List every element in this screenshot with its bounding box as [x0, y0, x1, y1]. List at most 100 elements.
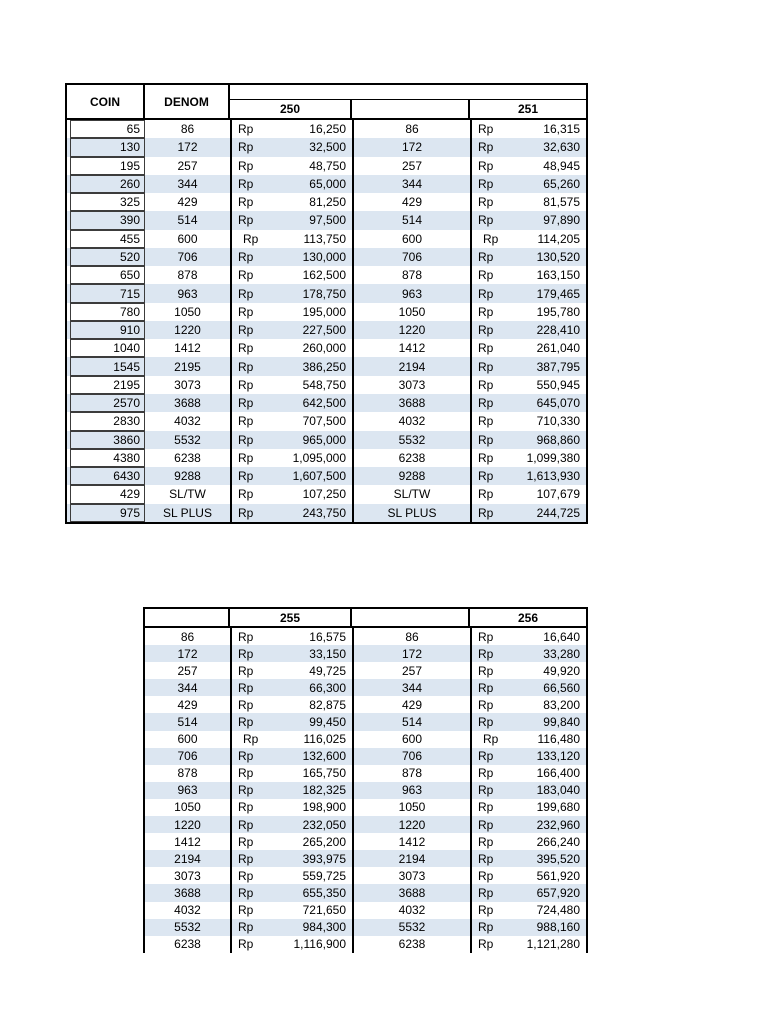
denom-cell: 706	[177, 249, 198, 264]
price-cell-251: Rp 81,575	[470, 193, 586, 212]
price-value: 243,750	[302, 505, 346, 520]
currency-prefix: Rp	[238, 359, 254, 374]
price-value: 645,070	[536, 396, 580, 411]
coin-cell: 455	[67, 229, 145, 248]
denom-cell-right: SL/TW	[352, 485, 470, 504]
price-cell-256: Rp 83,200	[470, 696, 586, 714]
denom-cell: 878	[177, 766, 198, 781]
denom-cell: 1220	[174, 323, 201, 338]
denom-cell-right: 172	[352, 645, 470, 663]
coin-value: 130	[70, 138, 145, 157]
currency-prefix: Rp	[478, 629, 494, 644]
coin-cell: 520	[67, 247, 145, 267]
denom-cell: 6238	[174, 450, 201, 465]
currency-prefix: Rp	[478, 140, 494, 155]
denom-cell-right: 2194	[352, 357, 470, 376]
currency-prefix: Rp	[238, 213, 254, 228]
currency-prefix: Rp	[478, 286, 494, 301]
coin-cell: 910	[67, 320, 145, 340]
price-value: 16,575	[309, 629, 346, 644]
currency-prefix: Rp	[478, 851, 494, 866]
denom-cell-right: 3073	[352, 867, 470, 885]
denom-cell: 5532	[174, 920, 201, 935]
denom-cell: 86	[180, 122, 195, 137]
price-cell-251: Rp 1,613,930	[470, 467, 586, 486]
price-cell-250: Rp 642,500	[230, 393, 352, 413]
currency-prefix: Rp	[478, 766, 494, 781]
price-cell-250: Rp 260,000	[230, 339, 352, 358]
price-cell-251: Rp 97,890	[470, 211, 586, 230]
price-value: 116,025	[303, 732, 347, 747]
currency-prefix: Rp	[478, 663, 494, 678]
currency-prefix: Rp	[238, 817, 254, 832]
price-cell-250: Rp 227,500	[230, 320, 352, 340]
price-cell-255: Rp 655,350	[230, 884, 352, 902]
currency-prefix: Rp	[478, 414, 494, 429]
coin-cell: 2830	[67, 412, 145, 431]
denom-cell: 86	[180, 629, 195, 644]
table-row: 455 600 Rp 113,750 600 Rp 114,205	[67, 229, 586, 248]
denom-cell-right: SL PLUS	[352, 503, 470, 522]
table-row: 1412 Rp 265,200 1412 Rp 266,240	[145, 833, 586, 851]
price-cell-256: Rp 116,480	[470, 730, 586, 748]
denom-cell: 429	[177, 195, 198, 210]
price-cell-256: Rp 33,280	[470, 645, 586, 663]
price-value: 260,000	[302, 341, 346, 356]
price-value: 116,480	[537, 732, 581, 747]
price-cell-256: Rp 266,240	[470, 833, 586, 851]
denom-cell-right: 1412	[352, 339, 470, 358]
price-value: 227,500	[302, 323, 346, 338]
currency-prefix: Rp	[478, 249, 494, 264]
currency-prefix: Rp	[238, 629, 254, 644]
table-row: 520 706 Rp 130,000 706 Rp 130,520	[67, 247, 586, 267]
currency-prefix: Rp	[478, 680, 494, 695]
price-value: 642,500	[302, 396, 346, 411]
denom-cell-right: 344	[352, 679, 470, 697]
price-value: 130,000	[302, 249, 346, 264]
denom-cell: 514	[177, 715, 198, 730]
table-header: COIN DENOM 250 251	[67, 85, 586, 120]
currency-prefix: Rp	[238, 697, 254, 712]
coin-value: 429	[70, 485, 145, 504]
table-row: 600 Rp 116,025 600 Rp 116,480	[145, 730, 586, 748]
currency-prefix: Rp	[478, 176, 494, 191]
coin-value: 195	[70, 156, 145, 175]
denom-cell-right: 1050	[352, 302, 470, 321]
currency-prefix: Rp	[478, 122, 494, 137]
currency-prefix: Rp	[238, 140, 254, 155]
denom-cell: 1412	[174, 341, 201, 356]
price-value: 724,480	[536, 903, 580, 918]
denom-cell: 172	[177, 140, 198, 155]
denom-cell: 3688	[174, 396, 201, 411]
coin-cell: 2570	[67, 393, 145, 413]
table-row: 3073 Rp 559,725 3073 Rp 561,920	[145, 867, 586, 885]
denom-cell: 257	[177, 663, 198, 678]
price-cell-250: Rp 965,000	[230, 430, 352, 449]
coin-value: 715	[70, 284, 145, 303]
denom-cell-right: 878	[352, 764, 470, 782]
denom-cell: 514	[177, 213, 198, 228]
price-value: 99,450	[309, 715, 346, 730]
coin-value: 1545	[70, 357, 145, 376]
price-cell-256: Rp 99,840	[470, 713, 586, 731]
denom-cell-right: 600	[352, 229, 470, 248]
coin-cell: 975	[67, 503, 145, 522]
denom-cell: 9288	[174, 469, 201, 484]
currency-prefix: Rp	[238, 715, 254, 730]
denom-cell-right: 963	[352, 284, 470, 303]
price-cell-255: Rp 559,725	[230, 867, 352, 885]
price-cell-251: Rp 1,099,380	[470, 448, 586, 468]
price-cell-255: Rp 165,750	[230, 764, 352, 782]
price-cell-256: Rp 561,920	[470, 867, 586, 885]
table-row: 650 878 Rp 162,500 878 Rp 163,150	[67, 266, 586, 285]
denom-cell: 2194	[174, 851, 201, 866]
price-value: 65,260	[543, 176, 580, 191]
price-cell-251: Rp 550,945	[470, 375, 586, 394]
table-row: 780 1050 Rp 195,000 1050 Rp 195,780	[67, 302, 586, 321]
price-value: 548,750	[302, 377, 346, 392]
currency-prefix: Rp	[238, 432, 254, 447]
price-cell-250: Rp 195,000	[230, 302, 352, 321]
table-row: 6430 9288 Rp 1,607,500 9288 Rp 1,613,930	[67, 467, 586, 486]
coin-cell: 260	[67, 174, 145, 194]
denom-cell: 1220	[174, 817, 201, 832]
